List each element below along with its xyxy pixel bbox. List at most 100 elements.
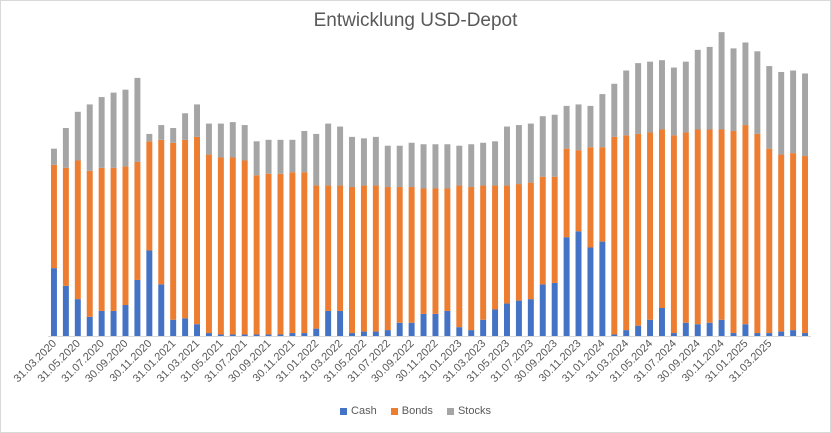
- legend-item-bonds: Bonds: [390, 405, 433, 417]
- bar-bonds-24: [337, 185, 344, 311]
- bar-bonds-51: [659, 129, 665, 308]
- bar-bonds-21: [301, 172, 308, 334]
- bar-bonds-55: [706, 129, 713, 323]
- bar-stocks-29: [396, 145, 403, 188]
- bar-stocks-49: [635, 63, 642, 134]
- bar-cash-19: [277, 334, 284, 336]
- bar-stocks-38: [504, 126, 510, 186]
- bar-bonds-28: [384, 187, 391, 331]
- bar-stocks-26: [360, 138, 367, 186]
- bar-stocks-3: [86, 104, 93, 171]
- bar-bonds-48: [623, 135, 630, 331]
- bar-stocks-31: [420, 144, 427, 189]
- bar-stocks-61: [778, 71, 785, 155]
- bar-cash-15: [229, 334, 236, 336]
- bar-cash-6: [122, 305, 129, 336]
- bar-bonds-18: [265, 173, 272, 335]
- bar-stocks-56: [718, 32, 725, 130]
- bar-bonds-60: [766, 148, 773, 334]
- bar-stocks-63: [802, 73, 809, 157]
- bar-cash-0: [50, 268, 57, 336]
- bar-bonds-37: [492, 185, 499, 310]
- bar-stocks-9: [158, 125, 165, 140]
- bar-bonds-38: [504, 185, 510, 304]
- bar-bonds-63: [802, 156, 809, 334]
- bar-cash-13: [205, 333, 212, 336]
- bar-stocks-27: [372, 136, 379, 186]
- bar-stocks-43: [563, 105, 570, 149]
- bar-cash-26: [360, 331, 367, 336]
- bar-stocks-22: [313, 133, 320, 186]
- bar-bonds-32: [432, 188, 439, 314]
- bar-cash-14: [217, 334, 224, 336]
- bar-bonds-12: [194, 136, 200, 325]
- bar-cash-31: [420, 313, 427, 337]
- legend-item-stocks: Stocks: [446, 405, 491, 417]
- bar-bonds-34: [456, 185, 463, 328]
- bar-cash-39: [515, 300, 522, 336]
- x-tick-labels: 31.03.202031.05.202031.07.202030.09.2020…: [12, 338, 775, 385]
- bar-bonds-1: [62, 167, 69, 286]
- bar-cash-34: [456, 327, 463, 336]
- bar-bonds-31: [420, 188, 427, 314]
- bar-bonds-19: [277, 173, 284, 335]
- bar-stocks-18: [265, 139, 272, 174]
- bar-cash-24: [337, 310, 344, 337]
- bar-cash-2: [74, 299, 81, 337]
- bar-bonds-45: [587, 147, 594, 248]
- legend-swatch: [340, 407, 348, 415]
- bar-bonds-2: [74, 160, 81, 300]
- bar-bonds-44: [575, 150, 582, 232]
- bar-stocks-45: [587, 105, 594, 148]
- legend-swatch: [390, 407, 398, 415]
- bar-stocks-0: [50, 148, 57, 165]
- bar-stocks-21: [301, 130, 308, 173]
- bar-bonds-58: [742, 125, 749, 325]
- bar-bonds-56: [718, 129, 725, 320]
- bar-cash-32: [432, 313, 439, 337]
- bar-stocks-16: [241, 125, 248, 161]
- bar-cash-42: [551, 282, 558, 336]
- legend-label: Cash: [351, 405, 377, 417]
- bar-stocks-10: [170, 128, 177, 143]
- bar-cash-62: [790, 330, 797, 336]
- bar-bonds-46: [599, 147, 606, 242]
- bar-stocks-8: [146, 133, 153, 142]
- bar-stocks-11: [182, 113, 189, 140]
- bar-bonds-20: [289, 172, 296, 334]
- bar-stocks-30: [408, 142, 415, 188]
- bar-cash-36: [480, 319, 487, 336]
- bar-bonds-62: [790, 153, 797, 331]
- bar-stocks-25: [349, 136, 355, 188]
- bar-cash-44: [575, 231, 582, 336]
- bar-cash-11: [182, 318, 189, 336]
- bar-cash-7: [134, 279, 141, 336]
- bar-stocks-1: [62, 128, 69, 168]
- bar-stocks-7: [134, 77, 141, 162]
- bar-cash-58: [742, 324, 749, 336]
- bar-bonds-6: [122, 166, 129, 306]
- bar-stocks-15: [229, 122, 236, 158]
- bar-bonds-26: [360, 185, 367, 332]
- bar-bonds-22: [313, 185, 320, 329]
- bar-cash-41: [539, 284, 546, 337]
- bar-cash-23: [325, 310, 332, 337]
- bar-bonds-57: [730, 130, 737, 334]
- legend: Cash Bonds Stocks: [0, 405, 831, 417]
- bar-cash-12: [194, 324, 200, 336]
- bar-stocks-37: [492, 141, 499, 186]
- bar-bonds-27: [372, 185, 379, 332]
- bar-stocks-5: [110, 92, 117, 168]
- bar-bonds-52: [670, 135, 677, 334]
- bar-bonds-61: [778, 154, 785, 332]
- bar-bonds-53: [682, 132, 689, 323]
- bar-stocks-40: [527, 123, 534, 183]
- bar-bonds-50: [647, 132, 654, 320]
- bar-stocks-23: [325, 123, 332, 186]
- bar-stocks-36: [480, 142, 487, 186]
- bar-stocks-46: [599, 94, 606, 148]
- bar-bonds-11: [182, 139, 189, 319]
- bar-cash-38: [504, 303, 510, 336]
- bar-cash-10: [170, 319, 177, 336]
- bar-cash-21: [301, 333, 308, 336]
